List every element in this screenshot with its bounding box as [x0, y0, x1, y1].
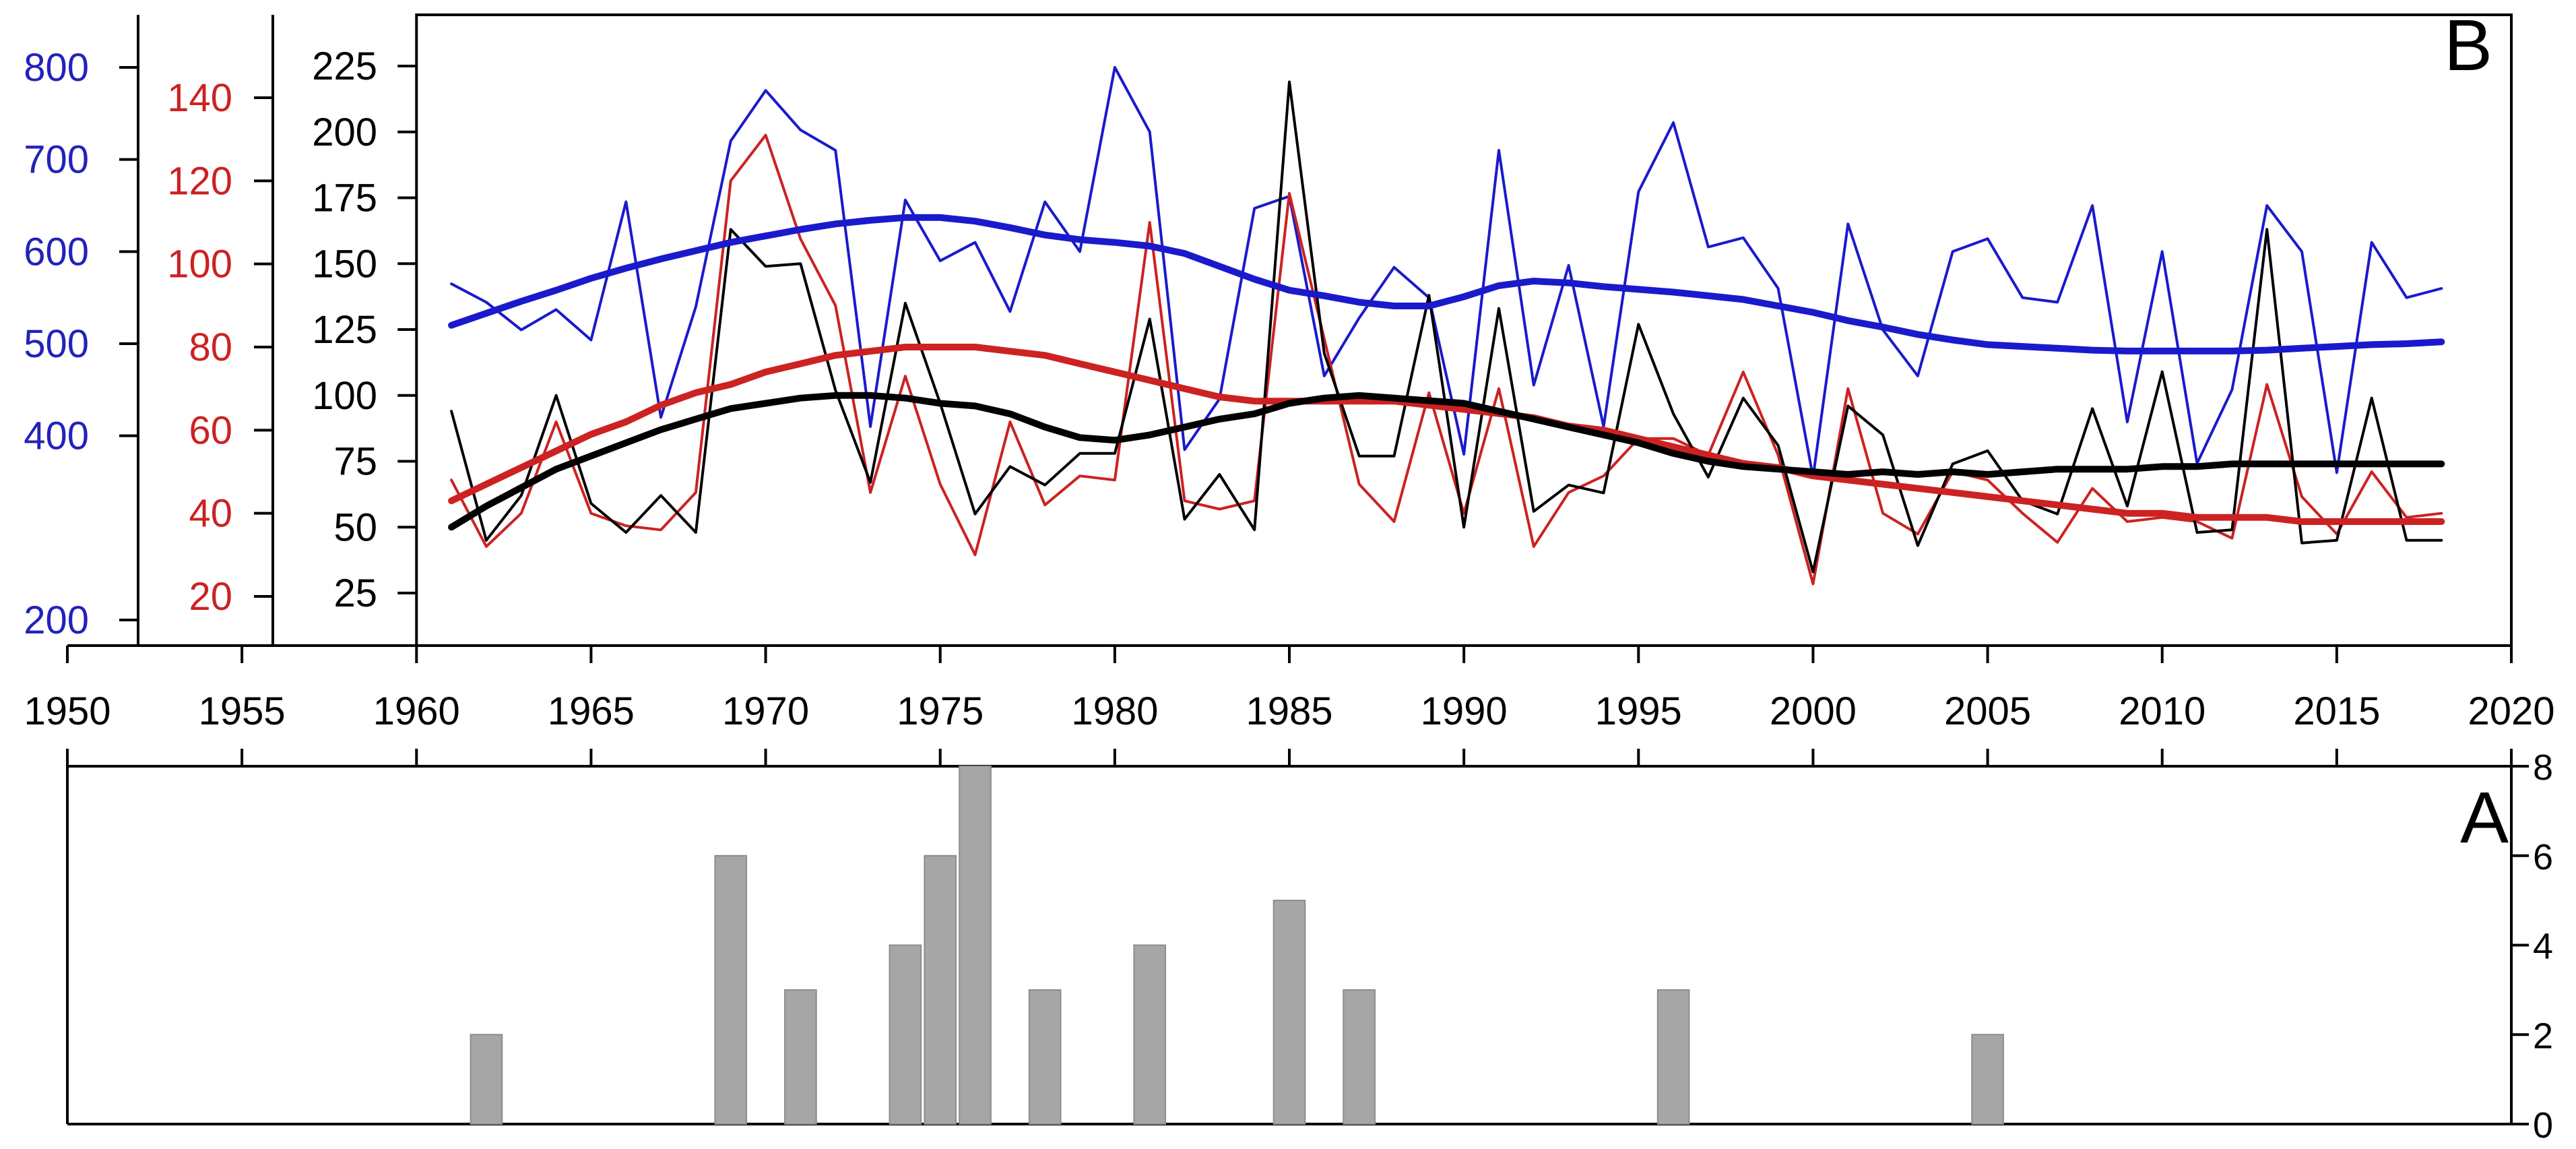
- y-tick-label-red: 40: [189, 492, 232, 536]
- y-tick-label-red: 100: [167, 243, 232, 286]
- x-tick-label: 1980: [1071, 689, 1158, 733]
- series-line-smoothed-4: [448, 344, 2445, 525]
- x-tick-label: 1990: [1421, 689, 1508, 733]
- x-tick-label: 1955: [199, 689, 286, 733]
- x-tick-label: 2015: [2293, 689, 2380, 733]
- x-tick-label: 2020: [2468, 689, 2554, 733]
- bar-1996: [1656, 989, 1690, 1125]
- panel-b-line-chart: B 200 400 500 600 700 800 20 40 60 80 100 120 140 25 50…: [24, 4, 2513, 647]
- bar-1976: [959, 766, 992, 1125]
- y-tick-label-black: 75: [333, 440, 377, 484]
- bar-1987: [1343, 989, 1376, 1125]
- y-tick-label-blue: 400: [24, 414, 89, 458]
- x-tick-label: 1965: [548, 689, 635, 733]
- x-tick-label: 1995: [1595, 689, 1682, 733]
- y-tick-label-black: 175: [312, 177, 377, 220]
- y-tick-label-black: 100: [312, 374, 377, 418]
- panel-a-y-tick-label: 0: [2533, 1105, 2553, 1146]
- bar-1971: [784, 989, 817, 1125]
- x-tick-label: 1950: [24, 689, 110, 733]
- x-tick-label: 1985: [1246, 689, 1332, 733]
- series-line-annual-2: [450, 80, 2443, 573]
- panel-a-y-tick-label: 6: [2533, 837, 2553, 877]
- panel-a-y-tick-label: 4: [2533, 927, 2553, 967]
- shared-x-axis: 1950 1955 1960 1965 1970 1975 1980 1985 1990 1995…: [24, 644, 2555, 766]
- series-line-smoothed-3: [448, 214, 2445, 354]
- bar-1985: [1273, 900, 1306, 1125]
- x-tick-label: 2000: [1770, 689, 1857, 733]
- bar-1969: [714, 855, 748, 1125]
- bar-1962: [470, 1034, 503, 1125]
- bar-1974: [889, 944, 922, 1125]
- panel-a-y-tick-label: 8: [2533, 747, 2553, 788]
- panel-b-frame: [415, 13, 2513, 647]
- series-line-annual-1: [450, 133, 2443, 586]
- y-tick-label-black: 25: [333, 571, 377, 615]
- x-tick-label: 2010: [2119, 689, 2205, 733]
- panel-a-bar-chart: 0 2 4 6 8A: [66, 747, 2553, 1146]
- y-tick-label-black: 200: [312, 111, 377, 154]
- panel-a-label: A: [2460, 776, 2509, 858]
- y-tick-label-black: 150: [312, 242, 377, 286]
- x-tick-label: 2005: [1944, 689, 2031, 733]
- y-tick-label-black: 225: [312, 44, 377, 88]
- x-tick-label: 1975: [897, 689, 984, 733]
- y-tick-label-blue: 500: [24, 322, 89, 366]
- bar-1978: [1028, 989, 1062, 1125]
- series-line-annual-0: [450, 66, 2443, 479]
- x-tick-label: 1970: [722, 689, 809, 733]
- y-tick-label-red: 60: [189, 408, 232, 452]
- y-tick-label-black: 50: [333, 505, 377, 549]
- bar-1981: [1133, 944, 1167, 1125]
- panel-a-y-tick-label: 2: [2533, 1016, 2553, 1056]
- y-tick-label-red: 80: [189, 325, 232, 369]
- y-tick-label-blue: 200: [24, 598, 89, 642]
- series-line-smoothed-5: [448, 392, 2445, 531]
- y-tick-label-blue: 600: [24, 230, 89, 274]
- y-tick-label-black: 125: [312, 308, 377, 352]
- y-tick-label-red: 20: [189, 575, 232, 619]
- bar-2005: [1971, 1034, 2004, 1125]
- y-tick-label-red: 120: [167, 159, 232, 203]
- y-tick-label-blue: 800: [24, 46, 89, 90]
- y-tick-label-red: 140: [167, 76, 232, 120]
- bar-1975: [924, 855, 957, 1125]
- panel-b-label: B: [2444, 4, 2492, 86]
- y-tick-label-blue: 700: [24, 138, 89, 182]
- x-tick-label: 1960: [373, 689, 460, 733]
